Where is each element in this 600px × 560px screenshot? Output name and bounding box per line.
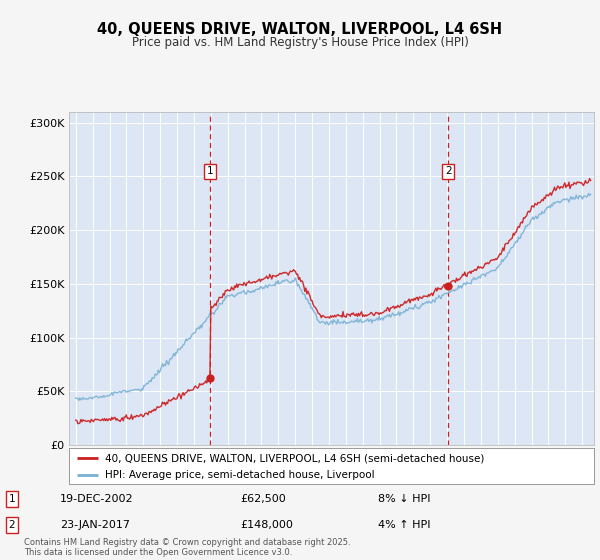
Text: £148,000: £148,000: [240, 520, 293, 530]
Text: 4% ↑ HPI: 4% ↑ HPI: [378, 520, 431, 530]
Text: 1: 1: [8, 494, 16, 504]
Text: 19-DEC-2002: 19-DEC-2002: [60, 494, 134, 504]
Text: 1: 1: [207, 166, 214, 176]
Text: 40, QUEENS DRIVE, WALTON, LIVERPOOL, L4 6SH: 40, QUEENS DRIVE, WALTON, LIVERPOOL, L4 …: [97, 22, 503, 38]
Text: Contains HM Land Registry data © Crown copyright and database right 2025.
This d: Contains HM Land Registry data © Crown c…: [24, 538, 350, 557]
Text: £62,500: £62,500: [240, 494, 286, 504]
Text: HPI: Average price, semi-detached house, Liverpool: HPI: Average price, semi-detached house,…: [105, 470, 374, 480]
Text: 23-JAN-2017: 23-JAN-2017: [60, 520, 130, 530]
Text: 2: 2: [8, 520, 16, 530]
Text: 8% ↓ HPI: 8% ↓ HPI: [378, 494, 431, 504]
Text: 40, QUEENS DRIVE, WALTON, LIVERPOOL, L4 6SH (semi-detached house): 40, QUEENS DRIVE, WALTON, LIVERPOOL, L4 …: [105, 453, 484, 463]
Text: 2: 2: [445, 166, 452, 176]
Text: Price paid vs. HM Land Registry's House Price Index (HPI): Price paid vs. HM Land Registry's House …: [131, 36, 469, 49]
